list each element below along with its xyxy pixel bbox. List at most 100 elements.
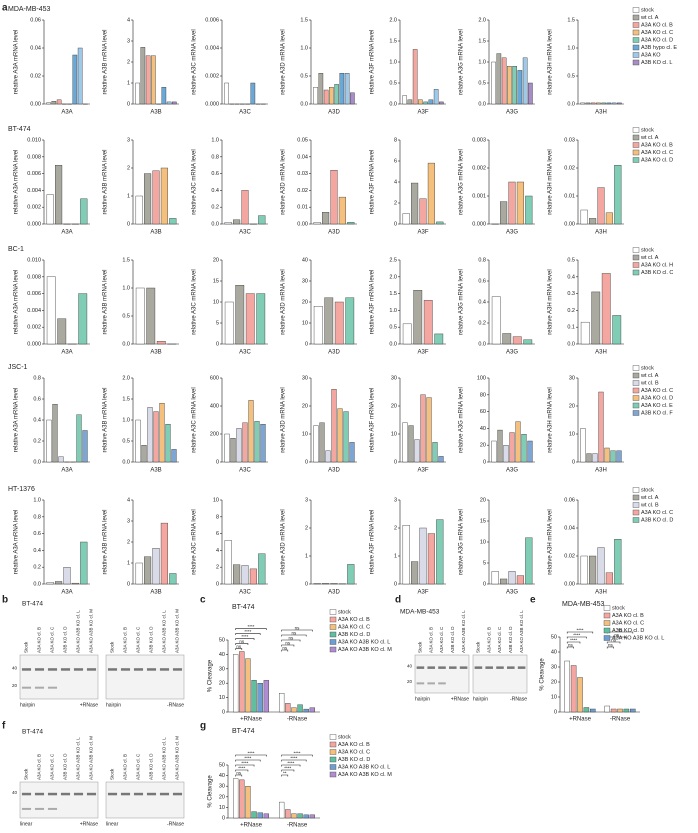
bar bbox=[230, 438, 236, 463]
y-axis-label: relative A3F mRNA level bbox=[370, 150, 376, 215]
gel-band bbox=[474, 666, 483, 669]
bar bbox=[169, 218, 177, 225]
gel-band bbox=[21, 807, 32, 810]
bar bbox=[325, 450, 331, 463]
bar bbox=[580, 321, 590, 345]
legend-swatch bbox=[632, 59, 640, 66]
y-tick-label: 1.0 bbox=[389, 308, 397, 314]
x-category-label: A3C bbox=[239, 468, 251, 474]
y-tick-label: 2 bbox=[127, 59, 130, 65]
bar bbox=[349, 442, 355, 463]
y-tick-label: 10 bbox=[219, 695, 225, 701]
bar bbox=[350, 92, 355, 105]
gel-lane-label: Stock bbox=[418, 641, 423, 653]
bar bbox=[570, 665, 577, 713]
y-tick-label: 0.000 bbox=[27, 341, 41, 347]
legend-swatch bbox=[632, 127, 640, 133]
bar bbox=[590, 102, 596, 105]
legend-label: wt cl. A bbox=[640, 15, 659, 21]
y-tick-label: 0 bbox=[572, 459, 575, 465]
gel-lane-label: A3B KO cl. D bbox=[149, 626, 154, 653]
significance-label: ns bbox=[618, 628, 624, 633]
y-axis-label: relative A3D mRNA level bbox=[281, 269, 287, 334]
gel-band bbox=[159, 668, 170, 671]
x-category-label: A3F bbox=[417, 468, 428, 474]
legend-swatch bbox=[632, 365, 640, 371]
bar bbox=[159, 403, 165, 463]
y-tick-label: 0 bbox=[127, 221, 130, 227]
legend-swatch bbox=[329, 734, 337, 740]
y-tick-label: 0.5 bbox=[567, 73, 575, 79]
y-tick-label: 0 bbox=[483, 581, 486, 587]
legend-label: A3A KO cl. D bbox=[641, 37, 673, 43]
y-tick-label: 0.0 bbox=[33, 581, 41, 587]
y-tick-label: 0.2 bbox=[211, 205, 219, 211]
gel-lane-label: A3A KO A3B KO cl. M bbox=[175, 609, 180, 653]
legend-swatch bbox=[632, 247, 640, 253]
y-tick-label: 0.05 bbox=[297, 137, 308, 143]
significance-bracket bbox=[281, 639, 301, 642]
bar bbox=[596, 102, 601, 105]
legend-swatch bbox=[632, 44, 640, 51]
y-tick-label: 600 bbox=[210, 375, 219, 381]
y-tick-label: 40 bbox=[302, 257, 308, 263]
y-tick-label: 0.004 bbox=[27, 308, 41, 314]
bar bbox=[402, 422, 408, 463]
gel-lane-label: A3B KO cl. D bbox=[149, 753, 154, 780]
gel-pane-label: +RNase bbox=[80, 702, 98, 708]
gel-lane-label: Stock bbox=[24, 768, 29, 780]
gel-pane-label: hairpin bbox=[20, 702, 35, 708]
x-category-label: A3A bbox=[61, 590, 72, 596]
y-tick-label: 4 bbox=[216, 548, 219, 554]
y-tick-label: 1.5 bbox=[478, 38, 486, 44]
panel-letter: g bbox=[200, 721, 206, 732]
y-axis-label: relative A3F mRNA level bbox=[370, 510, 376, 575]
bar bbox=[402, 213, 410, 225]
legend-label: wt cl. B bbox=[640, 380, 659, 386]
significance-bracket bbox=[281, 634, 307, 637]
y-tick-label: 0.02 bbox=[297, 188, 308, 194]
legend-swatch bbox=[632, 29, 640, 36]
bar bbox=[491, 440, 497, 463]
bar bbox=[46, 582, 54, 585]
y-tick-label: 0.5 bbox=[389, 80, 397, 86]
x-category-label: A3A bbox=[61, 468, 72, 474]
y-tick-label: 0.8 bbox=[478, 257, 486, 263]
y-tick-label: 0.5 bbox=[389, 325, 397, 331]
y-tick-label: 0.002 bbox=[472, 165, 486, 171]
gel-band bbox=[60, 668, 71, 671]
x-category-label: A3H bbox=[595, 468, 607, 474]
gel-image bbox=[105, 781, 185, 819]
legend-label: A3A KO A3B KO cl. L bbox=[612, 635, 664, 641]
bar bbox=[413, 290, 423, 345]
bar bbox=[72, 54, 78, 105]
bar bbox=[412, 49, 418, 105]
bar bbox=[491, 571, 499, 585]
gel-lane-label: A3A KO cl. C bbox=[50, 753, 55, 780]
gel-band bbox=[86, 668, 97, 671]
significance-label: **** bbox=[287, 761, 294, 766]
significance-bracket bbox=[235, 633, 261, 636]
y-tick-label: 30 bbox=[302, 375, 308, 381]
chart-title: BT-474 bbox=[232, 604, 255, 611]
significance-label: **** bbox=[244, 629, 251, 634]
y-tick-label: 0.04 bbox=[297, 154, 308, 160]
legend-label: A3A KO cl. B bbox=[612, 613, 644, 619]
bar bbox=[591, 291, 601, 345]
bar bbox=[313, 425, 319, 463]
bar bbox=[55, 164, 63, 225]
bar bbox=[334, 84, 339, 105]
bar bbox=[503, 445, 509, 463]
y-tick-label: 0.010 bbox=[27, 257, 41, 263]
y-tick-label: 20 bbox=[213, 257, 219, 263]
legend-label: wt cl. A bbox=[640, 373, 659, 379]
bar bbox=[248, 400, 254, 463]
y-tick-label: 0.0 bbox=[567, 101, 575, 107]
bar bbox=[491, 61, 496, 105]
y-tick-label: 10 bbox=[213, 497, 219, 503]
bar bbox=[338, 196, 346, 225]
y-axis-label: relative A3A mRNA level bbox=[14, 30, 20, 95]
significance-bracket bbox=[235, 638, 255, 641]
bar bbox=[347, 222, 355, 225]
